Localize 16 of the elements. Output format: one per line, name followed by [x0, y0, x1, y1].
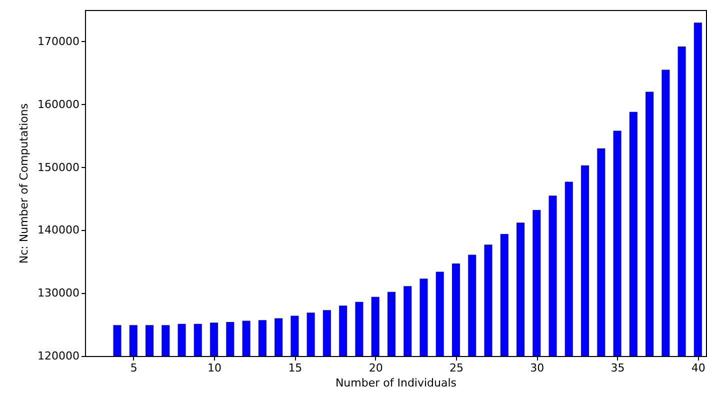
y-tick-label: 120000 [38, 350, 80, 362]
x-tick-label: 40 [691, 362, 706, 374]
y-tick-label: 160000 [38, 98, 80, 111]
y-tick-label: 140000 [38, 224, 80, 237]
x-tick-label: 5 [130, 362, 138, 374]
x-tick-label: 20 [368, 362, 383, 374]
y-tick-label: 170000 [38, 34, 80, 48]
y-axis-title: Nc: Number of Computations [18, 103, 31, 264]
y-tick-label: 130000 [38, 286, 80, 300]
y-tick-label: 150000 [38, 160, 80, 174]
x-tick-label: 30 [530, 362, 544, 374]
x-axis-title: Number of Individuals [335, 376, 457, 390]
x-tick-label: 25 [449, 362, 464, 374]
x-tick-label: 35 [610, 362, 625, 374]
x-tick-label: 10 [208, 362, 222, 374]
x-tick-label: 15 [288, 362, 302, 374]
